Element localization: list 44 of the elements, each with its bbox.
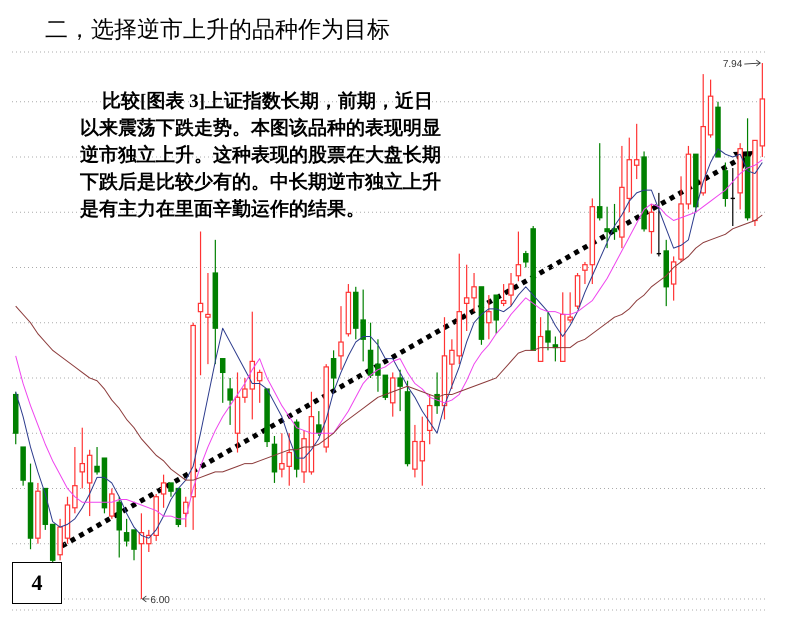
candlestick: [138, 512, 144, 600]
candlestick: [508, 272, 514, 307]
candlestick: [80, 427, 86, 490]
candlestick: [382, 374, 388, 401]
candlestick: [582, 261, 588, 285]
candlestick: [279, 432, 285, 478]
candlestick: [523, 250, 529, 268]
candlestick: [596, 142, 602, 222]
candlestick: [286, 432, 292, 486]
candlestick: [656, 192, 662, 258]
candlestick: [198, 230, 204, 376]
candlestick: [109, 488, 115, 520]
candlestick: [670, 256, 676, 302]
annotation: 4: [12, 562, 62, 604]
candlestick: [72, 446, 78, 514]
candlestick: [256, 369, 262, 404]
candlestick: [360, 288, 366, 362]
candlestick: [486, 294, 492, 340]
candlestick: [330, 350, 336, 390]
chart-title: 二，选择逆市上升的品种作为目标: [45, 16, 390, 45]
candlestick: [730, 167, 736, 227]
candlestick: [124, 518, 130, 548]
candlestick: [516, 230, 522, 282]
candlestick: [545, 311, 551, 351]
candlestick: [205, 272, 211, 365]
candlestick: [471, 272, 477, 312]
candlestick: [227, 377, 233, 426]
candlestick: [160, 474, 166, 508]
candlestick: [464, 264, 470, 332]
candlestick: [168, 482, 174, 498]
annotation: 比较[图表 3]上证指数长期，前期，近日以来震荡下跌走势。本图该品种的表现明显逆市独立上升。这种表现的股票在大盘长期下跌后是比较少有的。中长期逆市独立上升是有主力在里面辛勤运作的结果。: [80, 90, 442, 222]
candlestick: [338, 306, 344, 370]
candlestick: [500, 283, 506, 307]
candlestick: [449, 338, 455, 390]
candlestick: [420, 416, 426, 486]
candlestick: [648, 203, 654, 254]
candlestick: [634, 123, 640, 180]
annotation: 6.00: [150, 594, 170, 606]
candlestick: [397, 369, 403, 412]
candlestick: [131, 529, 137, 561]
candlestick: [567, 292, 573, 324]
candlestick: [220, 358, 226, 404]
candlestick: [183, 496, 189, 528]
annotation: 7.94: [722, 59, 743, 70]
